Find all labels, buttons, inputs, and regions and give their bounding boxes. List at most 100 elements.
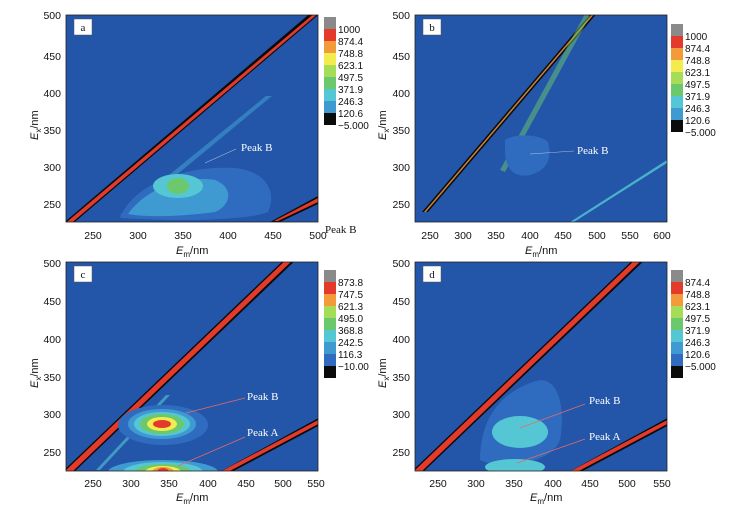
panel-a-contours bbox=[66, 15, 318, 222]
panel-b-x-axis-label: Em/nm bbox=[525, 245, 557, 259]
panel-c-x-axis-label: Em/nm bbox=[176, 492, 208, 506]
colorbar-label: 120.6 bbox=[685, 116, 710, 127]
x-tick: 550 bbox=[307, 478, 325, 490]
x-tick: 500 bbox=[618, 478, 636, 490]
panel-c-peak-a-label: Peak A bbox=[247, 427, 279, 439]
x-tick: 350 bbox=[174, 230, 192, 242]
panel-c-peak-b-label: Peak B bbox=[247, 391, 278, 403]
colorbar-label: 623.1 bbox=[685, 68, 710, 79]
x-tick: 400 bbox=[521, 230, 539, 242]
x-tick: 500 bbox=[309, 230, 327, 242]
x-tick: 350 bbox=[160, 478, 178, 490]
panel-c-colorbar: 873.8 747.5 621.3 495.0 368.8 242.5 116.… bbox=[324, 270, 369, 378]
colorbar-label: 874.4 bbox=[685, 44, 710, 55]
x-tick: 350 bbox=[505, 478, 523, 490]
y-tick: 250 bbox=[43, 447, 61, 459]
y-tick: 250 bbox=[392, 447, 410, 459]
panel-c-label-box bbox=[73, 265, 93, 283]
panel-a-y-axis-label: Ex/nm bbox=[29, 110, 43, 140]
panel-b: b Peak B 250 300 350 400 450 500 550 600… bbox=[377, 10, 716, 259]
y-tick: 350 bbox=[392, 372, 410, 384]
colorbar-label: 748.8 bbox=[685, 56, 710, 67]
colorbar-label: 748.8 bbox=[685, 290, 710, 301]
y-tick: 400 bbox=[392, 88, 410, 100]
colorbar-label: 495.0 bbox=[338, 314, 363, 325]
colorbar-label: −5.000 bbox=[685, 362, 716, 373]
panel-b-y-ticks: 250 300 350 400 450 500 bbox=[392, 10, 410, 211]
panel-d-colorbar: 874.4 748.8 623.1 497.5 371.9 246.3 120.… bbox=[671, 270, 716, 378]
panel-b-x-ticks: 250 300 350 400 450 500 550 600 bbox=[421, 230, 671, 242]
x-tick: 250 bbox=[421, 230, 439, 242]
colorbar-label: −5.000 bbox=[685, 128, 716, 139]
panel-d-x-axis-label: Em/nm bbox=[530, 492, 562, 506]
y-tick: 350 bbox=[43, 125, 61, 137]
panel-c-y-ticks: 250 300 350 400 450 500 bbox=[43, 258, 61, 459]
colorbar-label: 747.5 bbox=[338, 290, 363, 301]
panel-c-contours bbox=[66, 262, 318, 471]
panel-b-colorbar: 1000 874.4 748.8 623.1 497.5 371.9 246.3… bbox=[671, 24, 716, 139]
y-tick: 400 bbox=[392, 334, 410, 346]
y-tick: 450 bbox=[392, 51, 410, 63]
panel-c-x-ticks: 250 300 350 400 450 500 550 bbox=[84, 478, 325, 490]
x-tick: 250 bbox=[84, 230, 102, 242]
panel-b-y-axis-label: Ex/nm bbox=[377, 110, 391, 140]
panel-d-y-ticks: 250 300 350 400 450 500 bbox=[392, 258, 410, 459]
y-tick: 350 bbox=[43, 372, 61, 384]
colorbar-label: 497.5 bbox=[338, 73, 363, 84]
panel-d-label: d bbox=[429, 269, 435, 281]
colorbar-label: −5.000 bbox=[338, 121, 369, 132]
x-tick: 300 bbox=[454, 230, 472, 242]
panel-d-label-box bbox=[422, 265, 442, 283]
x-tick: 300 bbox=[467, 478, 485, 490]
x-tick: 450 bbox=[264, 230, 282, 242]
y-tick: 450 bbox=[43, 51, 61, 63]
y-tick: 400 bbox=[43, 88, 61, 100]
panel-a-colorbar: 1000 874.4 748.8 623.1 497.5 371.9 246.3… bbox=[324, 17, 369, 132]
x-tick: 400 bbox=[199, 478, 217, 490]
colorbar-label: 368.8 bbox=[338, 326, 363, 337]
x-tick: 300 bbox=[129, 230, 147, 242]
panel-b-contours bbox=[422, 15, 667, 222]
panel-b-label-box bbox=[422, 18, 442, 36]
y-tick: 450 bbox=[43, 296, 61, 308]
colorbar-label: 120.6 bbox=[338, 109, 363, 120]
panel-b-peak-b-label: Peak B bbox=[577, 145, 608, 157]
y-tick: 250 bbox=[392, 199, 410, 211]
panel-d-peak-a-label: Peak A bbox=[589, 431, 621, 443]
colorbar-label: 874.4 bbox=[685, 278, 710, 289]
x-tick: 550 bbox=[621, 230, 639, 242]
colorbar-label: 874.4 bbox=[338, 37, 363, 48]
panel-b-plot-area bbox=[415, 15, 667, 222]
panel-c-label: c bbox=[81, 269, 86, 281]
panel-d-contours bbox=[415, 262, 667, 471]
colorbar-label: 873.8 bbox=[338, 278, 363, 289]
panel-c-y-axis-label: Ex/nm bbox=[29, 358, 43, 388]
colorbar-label: 120.6 bbox=[685, 350, 710, 361]
panel-d-peak-b-label: Peak B bbox=[589, 395, 620, 407]
colorbar-label: 246.3 bbox=[685, 338, 710, 349]
panel-b-label: b bbox=[429, 22, 435, 34]
colorbar-label: 748.8 bbox=[338, 49, 363, 60]
y-tick: 300 bbox=[43, 409, 61, 421]
y-tick: 250 bbox=[43, 199, 61, 211]
colorbar-label: 246.3 bbox=[685, 104, 710, 115]
colorbar-label: 1000 bbox=[685, 32, 708, 43]
y-tick: 400 bbox=[43, 334, 61, 346]
y-tick: 300 bbox=[392, 162, 410, 174]
x-tick: 450 bbox=[554, 230, 572, 242]
x-tick: 550 bbox=[653, 478, 671, 490]
x-tick: 250 bbox=[429, 478, 447, 490]
colorbar-label: 371.9 bbox=[685, 326, 710, 337]
y-tick: 500 bbox=[392, 10, 410, 22]
y-tick: 500 bbox=[43, 10, 61, 22]
panel-d-x-ticks: 250 300 350 400 450 500 550 bbox=[429, 478, 671, 490]
colorbar-label: 497.5 bbox=[685, 80, 710, 91]
colorbar-label: 621.3 bbox=[338, 302, 363, 313]
x-tick: 400 bbox=[219, 230, 237, 242]
panel-a: a Peak B Peak B 250 300 350 400 450 500 … bbox=[29, 10, 369, 259]
x-tick: 600 bbox=[653, 230, 671, 242]
colorbar-label: 497.5 bbox=[685, 314, 710, 325]
panel-a-peak-b-label: Peak B bbox=[241, 142, 272, 154]
x-tick: 350 bbox=[487, 230, 505, 242]
panel-d-y-axis-label: Ex/nm bbox=[377, 358, 391, 388]
